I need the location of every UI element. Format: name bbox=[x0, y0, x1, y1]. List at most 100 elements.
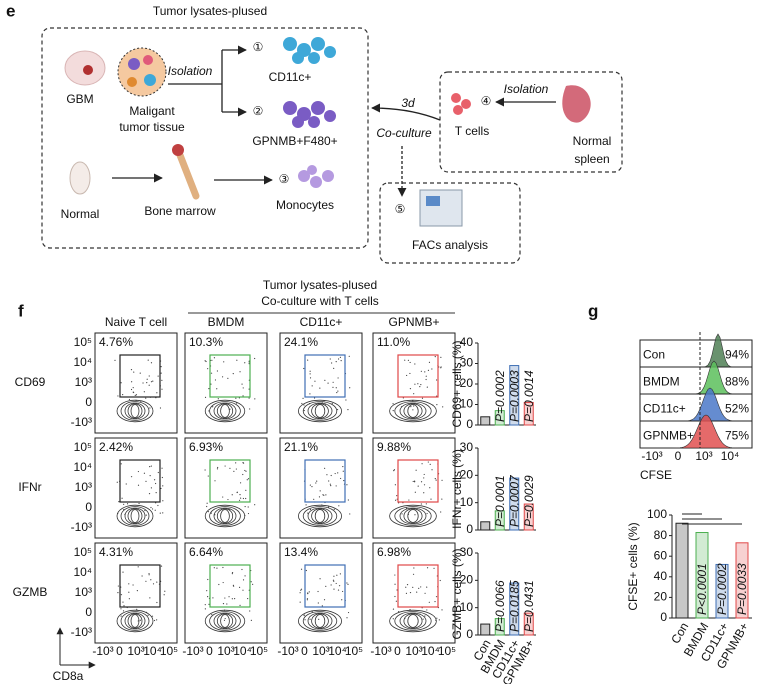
contour bbox=[127, 508, 143, 524]
event-dot bbox=[300, 588, 303, 590]
event-dot bbox=[330, 474, 332, 477]
event-dot bbox=[207, 368, 209, 370]
contour bbox=[216, 403, 234, 419]
label: 0 bbox=[85, 605, 92, 619]
event-dot bbox=[431, 469, 433, 471]
event-dot bbox=[423, 492, 425, 494]
event-dot bbox=[208, 388, 210, 390]
event-dot bbox=[222, 603, 225, 605]
event-dot bbox=[245, 470, 247, 472]
event-dot bbox=[342, 590, 344, 593]
event-dot bbox=[233, 470, 235, 472]
event-dot bbox=[318, 618, 320, 620]
label: 10 bbox=[460, 600, 474, 614]
event-dot bbox=[332, 579, 335, 581]
step: ② bbox=[253, 104, 264, 118]
event-dot bbox=[321, 605, 323, 607]
label: 10⁵ bbox=[345, 644, 363, 658]
label: 100 bbox=[647, 507, 667, 521]
event-dot bbox=[309, 373, 311, 375]
event-dot bbox=[423, 473, 425, 476]
flow-plot bbox=[372, 437, 456, 539]
event-dot bbox=[247, 506, 249, 508]
event-dot bbox=[254, 504, 256, 506]
event-dot bbox=[223, 619, 226, 621]
event-dot bbox=[315, 482, 317, 484]
event-dot bbox=[247, 478, 250, 480]
event-dot bbox=[424, 615, 426, 617]
event-dot bbox=[150, 487, 153, 489]
label: 94% bbox=[725, 348, 749, 362]
event-dot bbox=[323, 494, 325, 496]
event-dot bbox=[149, 407, 151, 409]
event-dot bbox=[319, 387, 321, 389]
event-dot bbox=[116, 481, 118, 483]
event-dot bbox=[152, 583, 155, 585]
label: P=0.0431 bbox=[522, 580, 536, 632]
event-dot bbox=[330, 584, 332, 586]
contour bbox=[130, 509, 140, 523]
event-dot bbox=[123, 605, 125, 607]
step: ④ bbox=[481, 94, 492, 108]
event-dot bbox=[210, 383, 212, 385]
event-dot bbox=[425, 503, 427, 505]
event-dot bbox=[216, 370, 219, 372]
bar bbox=[523, 401, 534, 426]
event-dot bbox=[307, 512, 309, 514]
label: 3d bbox=[401, 96, 415, 110]
event-dot bbox=[224, 617, 226, 620]
event-dot bbox=[341, 599, 343, 601]
event-dot bbox=[244, 469, 246, 472]
contour bbox=[407, 404, 419, 418]
label: 20 bbox=[460, 468, 474, 482]
label: 0 bbox=[394, 644, 401, 658]
flow-plot bbox=[279, 542, 363, 644]
event-dot bbox=[335, 387, 337, 389]
event-dot bbox=[213, 567, 215, 569]
label: IFNr bbox=[18, 480, 41, 494]
cell bbox=[144, 74, 156, 86]
contour bbox=[399, 402, 427, 420]
bar bbox=[735, 542, 749, 619]
event-dot bbox=[139, 619, 141, 621]
label: Co-culture with T cells bbox=[261, 294, 379, 308]
event-dot bbox=[342, 465, 344, 468]
contour bbox=[302, 506, 338, 526]
event-dot bbox=[414, 514, 416, 516]
event-dot bbox=[216, 468, 219, 470]
event-dot bbox=[324, 379, 326, 381]
event-dot bbox=[304, 619, 306, 621]
event-dot bbox=[328, 480, 330, 482]
event-dot bbox=[426, 512, 428, 515]
event-dot bbox=[223, 361, 225, 363]
flow-plot bbox=[94, 437, 178, 539]
event-dot bbox=[229, 467, 231, 469]
event-dot bbox=[130, 369, 133, 371]
event-dot bbox=[143, 391, 145, 393]
label: P=0.0033 bbox=[735, 563, 749, 615]
event-dot bbox=[235, 397, 237, 399]
event-dot bbox=[207, 511, 209, 513]
title: Tumor lysates-plused bbox=[153, 4, 267, 18]
event-dot bbox=[211, 359, 213, 361]
label: 10³ bbox=[75, 480, 92, 494]
label: 0 bbox=[301, 644, 308, 658]
event-dot bbox=[337, 377, 339, 379]
flow-plot bbox=[184, 542, 268, 644]
bar bbox=[494, 510, 505, 531]
event-dot bbox=[335, 582, 337, 585]
label: 10⁴ bbox=[721, 449, 740, 463]
step: ① bbox=[253, 40, 264, 54]
bar bbox=[509, 365, 520, 426]
label: IFNr+ cells (%) bbox=[450, 449, 464, 529]
label: 6.93% bbox=[189, 440, 223, 454]
label: -10³ bbox=[641, 449, 662, 463]
label: 10⁴ bbox=[143, 644, 162, 658]
event-dot bbox=[329, 483, 331, 485]
label: 6.98% bbox=[377, 545, 411, 559]
event-dot bbox=[303, 404, 305, 406]
label: 20 bbox=[460, 573, 474, 587]
event-dot bbox=[439, 579, 441, 582]
contour bbox=[394, 401, 432, 421]
histogram bbox=[640, 414, 752, 449]
